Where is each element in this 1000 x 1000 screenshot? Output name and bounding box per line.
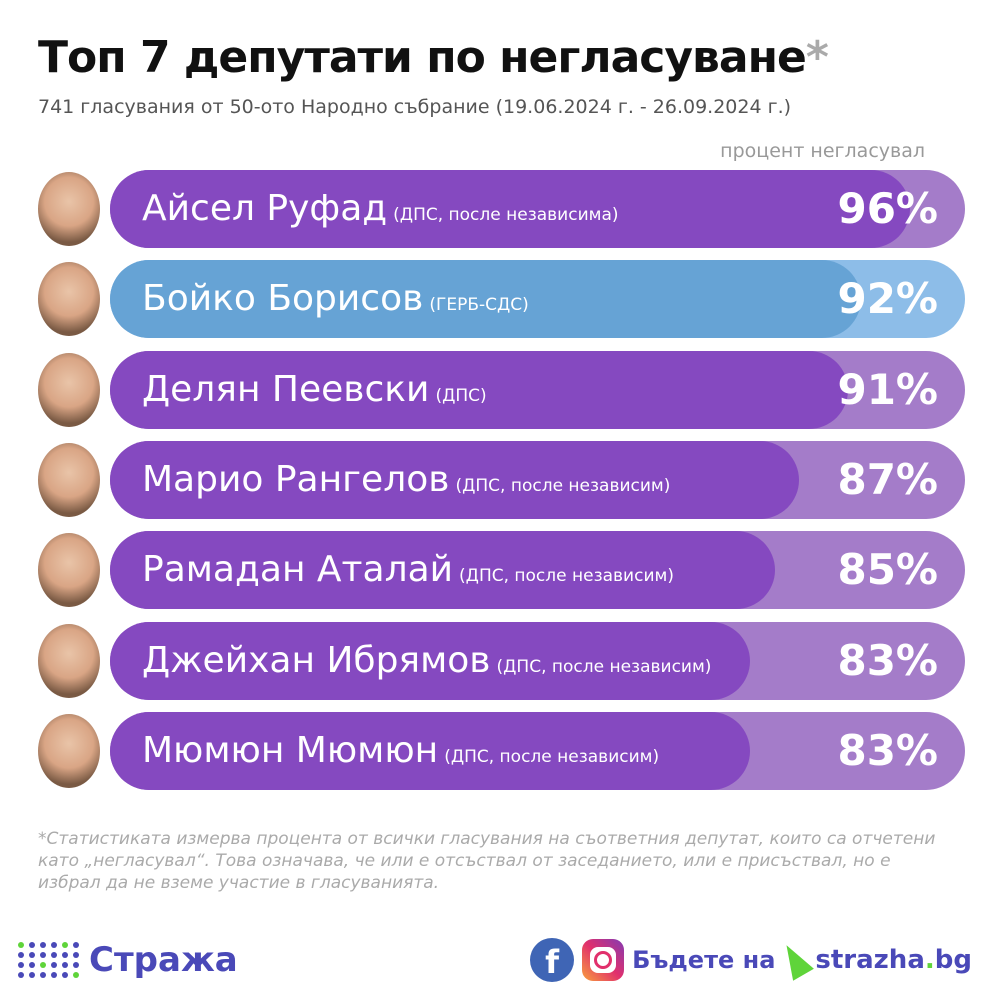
bar-fill	[110, 711, 750, 790]
site-main: strazha	[815, 945, 925, 975]
party-text: (ГЕРБ-СДС)	[429, 295, 529, 316]
bar-value-label: 87%	[837, 454, 938, 504]
deputy-name: Айсел Руфад (ДПС, после независима)	[142, 170, 619, 248]
bar-fill	[110, 440, 800, 519]
bar-fill	[110, 260, 861, 339]
title-star: *	[805, 32, 829, 83]
bar-fill	[110, 621, 750, 700]
deputy-photo	[38, 262, 100, 337]
bar-row: Бойко Борисов (ГЕРБ-СДС) 92%	[0, 260, 1000, 339]
party-text: (ДПС, после независим)	[444, 746, 660, 767]
bar-fill	[110, 350, 849, 429]
bar-fill	[110, 531, 775, 610]
brand-name: Стража	[89, 940, 238, 980]
bar-value-label: 83%	[837, 635, 938, 685]
bar-value-label: 92%	[837, 274, 938, 324]
facebook-icon[interactable]: f	[530, 938, 575, 982]
deputy-photo	[38, 352, 100, 427]
bar-value-label: 91%	[837, 364, 938, 414]
deputy-name: Марио Рангелов (ДПС, после независим)	[142, 441, 670, 519]
deputy-photo	[38, 442, 100, 517]
bar-row: Мюмюн Мюмюн (ДПС, после независим) 83%	[0, 711, 1000, 790]
name-text: Бойко Борисов	[142, 278, 424, 320]
deputy-photo	[38, 172, 100, 246]
site-link[interactable]: strazha.bg	[815, 945, 972, 975]
name-text: Мюмюн Мюмюн	[142, 729, 439, 771]
deputy-name: Делян Пеевски (ДПС)	[142, 351, 487, 429]
party-text: (ДПС)	[435, 385, 487, 406]
name-text: Рамадан Аталай	[142, 549, 454, 591]
bar-value-label: 85%	[837, 545, 938, 595]
bar-value-label: 83%	[837, 725, 938, 775]
bar-row: Рамадан Аталай (ДПС, после независим) 85%	[0, 531, 1000, 610]
name-text: Джейхан Ибрямов	[142, 639, 491, 681]
deputy-name: Джейхан Ибрямов (ДПС, после независим)	[142, 622, 711, 700]
bar-row: Делян Пеевски (ДПС) 91%	[0, 350, 1000, 429]
deputy-name: Рамадан Аталай (ДПС, после независим)	[142, 531, 674, 609]
bar-row: Джейхан Ибрямов (ДПС, после независим) 83…	[0, 621, 1000, 700]
site-tld: bg	[934, 945, 972, 975]
column-label: процент негласувал	[720, 140, 925, 162]
instagram-icon[interactable]	[582, 939, 625, 981]
deputy-photo	[38, 713, 100, 788]
bar-row: Марио Рангелов (ДПС, после независим) 87%	[0, 440, 1000, 519]
site-dot: .	[924, 945, 935, 975]
party-text: (ДПС, после независим)	[459, 566, 674, 587]
name-text: Айсел Руфад	[142, 188, 388, 229]
party-text: (ДПС, после независим)	[496, 656, 712, 677]
subtitle: 741 гласувания от 50-ото Народно събрани…	[38, 96, 792, 118]
deputy-name: Бойко Борисов (ГЕРБ-СДС)	[142, 260, 529, 338]
deputy-photo	[38, 533, 100, 608]
name-text: Делян Пеевски	[142, 368, 430, 410]
logo-dots-icon	[18, 942, 79, 978]
footnote: *Статистиката измерва процента от всички…	[38, 829, 936, 893]
name-text: Марио Рангелов	[142, 458, 450, 500]
title-text: Топ 7 депутати по негласуване	[38, 32, 807, 83]
page-title: Топ 7 депутати по негласуване*	[38, 32, 829, 83]
deputy-photo	[38, 623, 100, 698]
bar-fill	[110, 170, 910, 248]
bar-value-label: 96%	[837, 184, 938, 233]
party-text: (ДПС, после независима)	[393, 205, 619, 225]
deputy-name: Мюмюн Мюмюн (ДПС, после независим)	[142, 712, 659, 790]
social-links: f Бъдете на strazha.bg	[530, 938, 972, 982]
bar-row: Айсел Руфад (ДПС, после независима) 96%	[0, 170, 1000, 248]
cursor-icon	[776, 939, 815, 981]
cta-text: Бъдете на	[632, 946, 776, 974]
party-text: (ДПС, после независим)	[455, 475, 671, 496]
brand-logo: Стража	[18, 940, 238, 980]
